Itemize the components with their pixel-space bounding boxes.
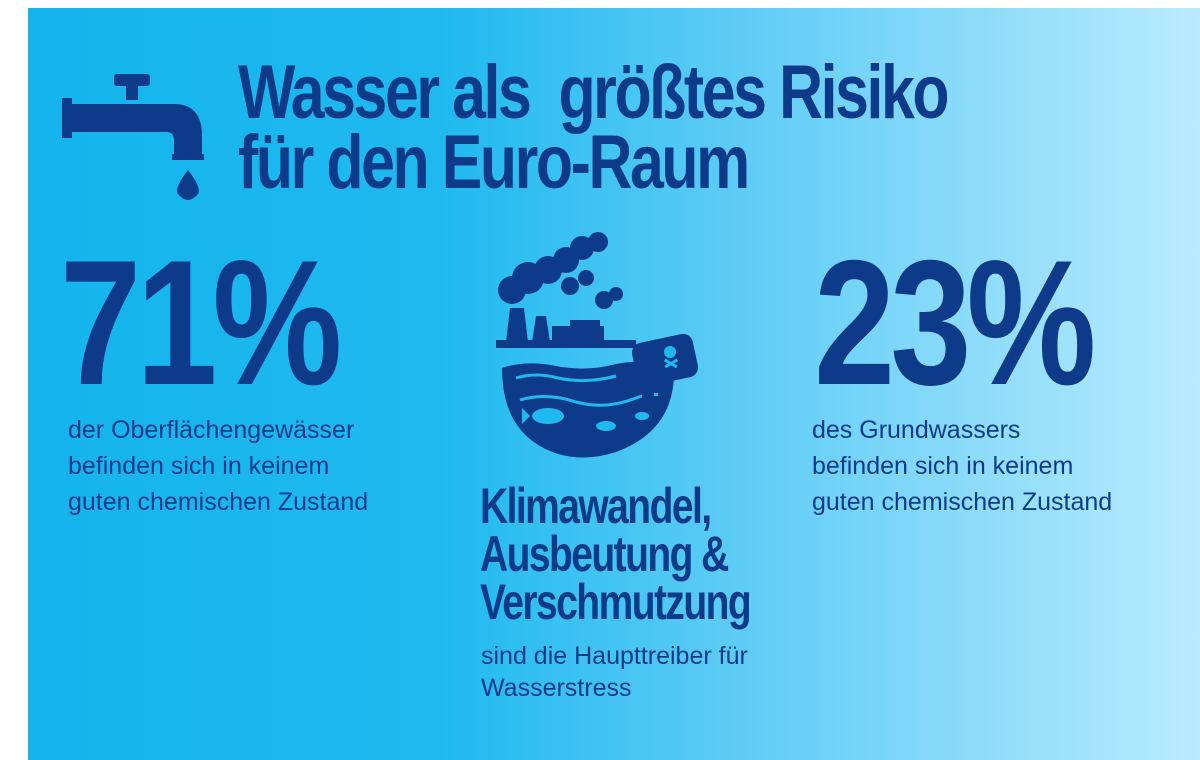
stat-groundwater-value: 23% [814, 223, 1096, 422]
drivers-caption: sind die Haupttreiber für Wasserstress [481, 640, 841, 704]
desc-line: befinden sich in keinem [812, 452, 1074, 480]
water-stress-drivers: Klimawandel, Ausbeutung & Verschmutzung [480, 478, 752, 630]
driver-line: Verschmutzung [480, 574, 752, 630]
caption-line: sind die Haupttreiber für [481, 642, 748, 670]
title-line-2: für den Euro-Raum [238, 120, 750, 205]
desc-line: des Grundwassers [812, 416, 1021, 444]
desc-line: guten chemischen Zustand [812, 488, 1113, 516]
desc-line: befinden sich in keinem [68, 452, 330, 480]
water-tap-icon [62, 74, 204, 200]
infographic-panel: Wasser als größtes Risiko für den Euro-R… [28, 8, 1200, 760]
title-line-1: Wasser als größtes Risiko [238, 50, 950, 135]
stat-groundwater-description: des Grundwassers befinden sich in keinem… [812, 412, 1200, 520]
desc-line: der Oberflächengewässer [68, 416, 355, 444]
stat-surface-water-value: 71% [60, 223, 342, 422]
stat-surface-water-description: der Oberflächengewässer befinden sich in… [68, 412, 468, 520]
pollution-illustration-icon [496, 232, 699, 458]
caption-line: Wasserstress [481, 674, 632, 702]
desc-line: guten chemischen Zustand [68, 488, 369, 516]
driver-line: Klimawandel, [480, 478, 712, 534]
page-title: Wasser als größtes Risiko für den Euro-R… [238, 50, 950, 205]
driver-line: Ausbeutung & [480, 526, 729, 582]
